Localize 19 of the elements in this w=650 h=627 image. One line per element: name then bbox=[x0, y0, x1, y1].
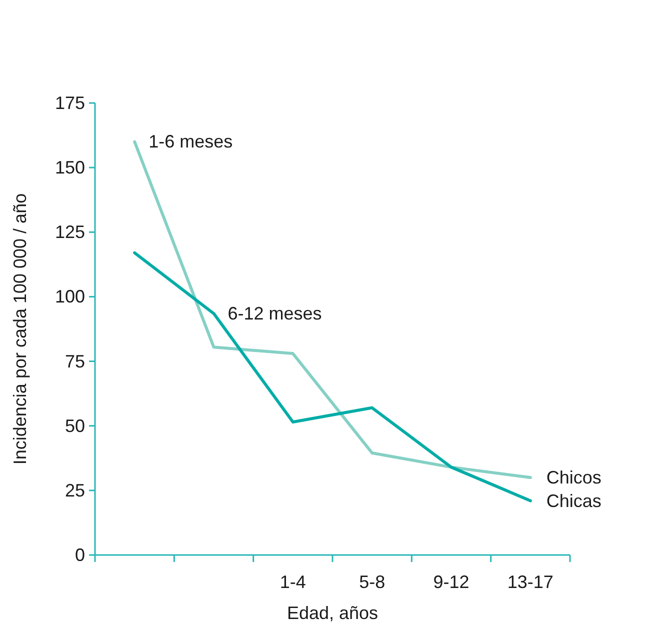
x-axis-title: Edad, años bbox=[286, 603, 378, 623]
x-tick-label: 13-17 bbox=[507, 572, 554, 592]
line-series bbox=[133, 251, 532, 502]
series-label: Chicas bbox=[546, 490, 602, 511]
annotation: 1-6 meses bbox=[148, 132, 233, 152]
annotation: 6-12 meses bbox=[228, 304, 322, 324]
y-tick-label: 50 bbox=[64, 416, 85, 436]
series-label: Chicos bbox=[546, 468, 602, 488]
y-tick-label: 150 bbox=[54, 158, 85, 178]
x-tick-label: 9-12 bbox=[433, 572, 470, 592]
y-tick-label: 25 bbox=[64, 480, 85, 500]
y-tick-label: 125 bbox=[54, 222, 85, 242]
x-tick-label: 1-4 bbox=[280, 572, 306, 592]
y-tick-label: 175 bbox=[54, 93, 85, 113]
y-tick-label: 75 bbox=[64, 351, 85, 372]
y-tick-label: 0 bbox=[74, 545, 85, 565]
y-axis-title: Incidencia por cada 100 000 / año bbox=[10, 193, 30, 465]
y-tick-label: 100 bbox=[54, 286, 85, 307]
x-tick-label: 5-8 bbox=[359, 572, 386, 592]
